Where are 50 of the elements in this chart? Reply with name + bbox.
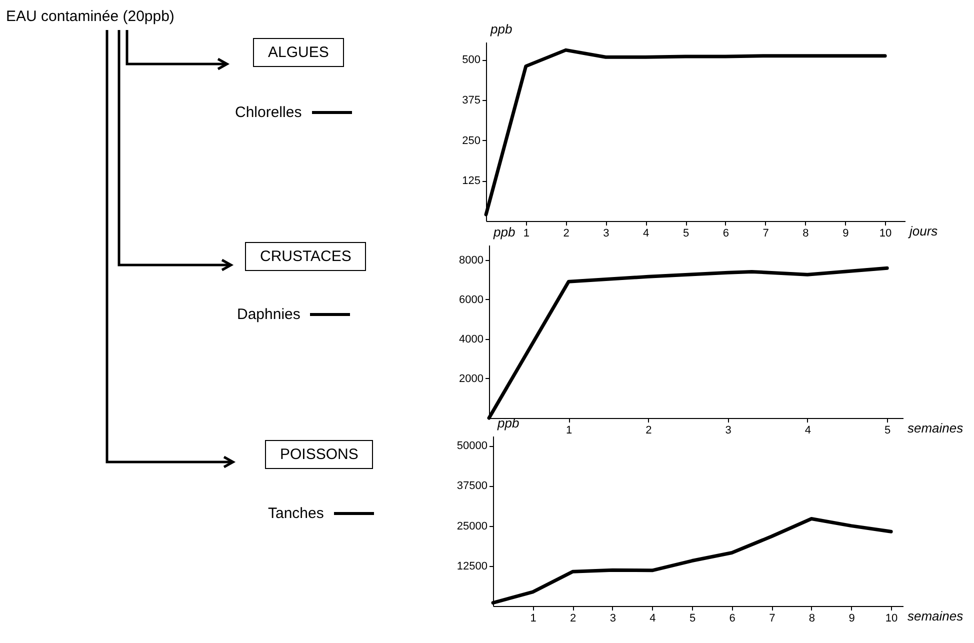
- legend-title: ALGUES: [253, 38, 344, 67]
- y-tick-label: 50000: [456, 440, 488, 452]
- x-tick-label: 2: [646, 424, 652, 436]
- y-tick-label: 4000: [459, 333, 484, 346]
- x-tick-label: 5: [884, 424, 891, 436]
- x-tick-label: 3: [603, 228, 610, 240]
- y-tick-label: 12500: [456, 560, 488, 572]
- x-tick-label: 10: [879, 228, 892, 240]
- legend-label: Chlorelles: [235, 104, 302, 121]
- y-axis-title: ppb: [492, 224, 516, 240]
- x-tick-label: 6: [729, 612, 736, 624]
- x-tick-label: 3: [610, 612, 616, 624]
- legend-title: POISSONS: [265, 440, 374, 469]
- x-tick-label: 5: [689, 612, 696, 624]
- y-tick-label: 250: [462, 134, 480, 147]
- x-axis-title: semaines: [908, 608, 964, 624]
- y-tick-label: 125: [462, 175, 480, 188]
- y-axis-title: ppb: [496, 416, 520, 430]
- x-tick-label: 8: [802, 228, 809, 240]
- legend-title: CRUSTACES: [245, 242, 366, 271]
- x-tick-label: 9: [842, 228, 849, 240]
- x-tick-label: 6: [722, 228, 729, 240]
- y-axis-title: ppb: [490, 22, 512, 36]
- text: EAU contaminée (20ppb): [6, 8, 174, 25]
- x-axis-title: jours: [908, 224, 938, 238]
- x-tick-label: 8: [808, 612, 816, 624]
- x-tick-label: 10: [885, 612, 898, 624]
- y-tick-label: 2000: [459, 372, 484, 385]
- x-tick-label: 7: [762, 228, 769, 240]
- legend-label: Tanches: [268, 505, 324, 522]
- y-tick-label: 37500: [456, 480, 488, 492]
- y-tick-label: 375: [462, 94, 480, 107]
- x-tick-label: 2: [570, 612, 576, 624]
- x-tick-label: 3: [725, 424, 732, 436]
- x-tick-label: 2: [563, 228, 570, 240]
- x-tick-label: 4: [804, 424, 812, 436]
- x-tick-label: 4: [643, 228, 650, 240]
- x-tick-label: 1: [566, 424, 572, 436]
- y-tick-label: 500: [462, 54, 480, 66]
- x-tick-label: 9: [848, 612, 855, 624]
- x-tick-label: 1: [530, 612, 536, 624]
- y-tick-label: 8000: [459, 254, 484, 266]
- x-axis-title: semaines: [908, 420, 964, 436]
- x-tick-label: 1: [523, 228, 530, 240]
- x-tick-label: 4: [650, 612, 656, 624]
- x-tick-label: 7: [769, 612, 776, 624]
- x-tick-label: 5: [682, 228, 690, 240]
- legend-label: Daphnies: [237, 306, 300, 323]
- y-tick-label: 25000: [456, 520, 488, 532]
- y-tick-label: 6000: [459, 294, 484, 306]
